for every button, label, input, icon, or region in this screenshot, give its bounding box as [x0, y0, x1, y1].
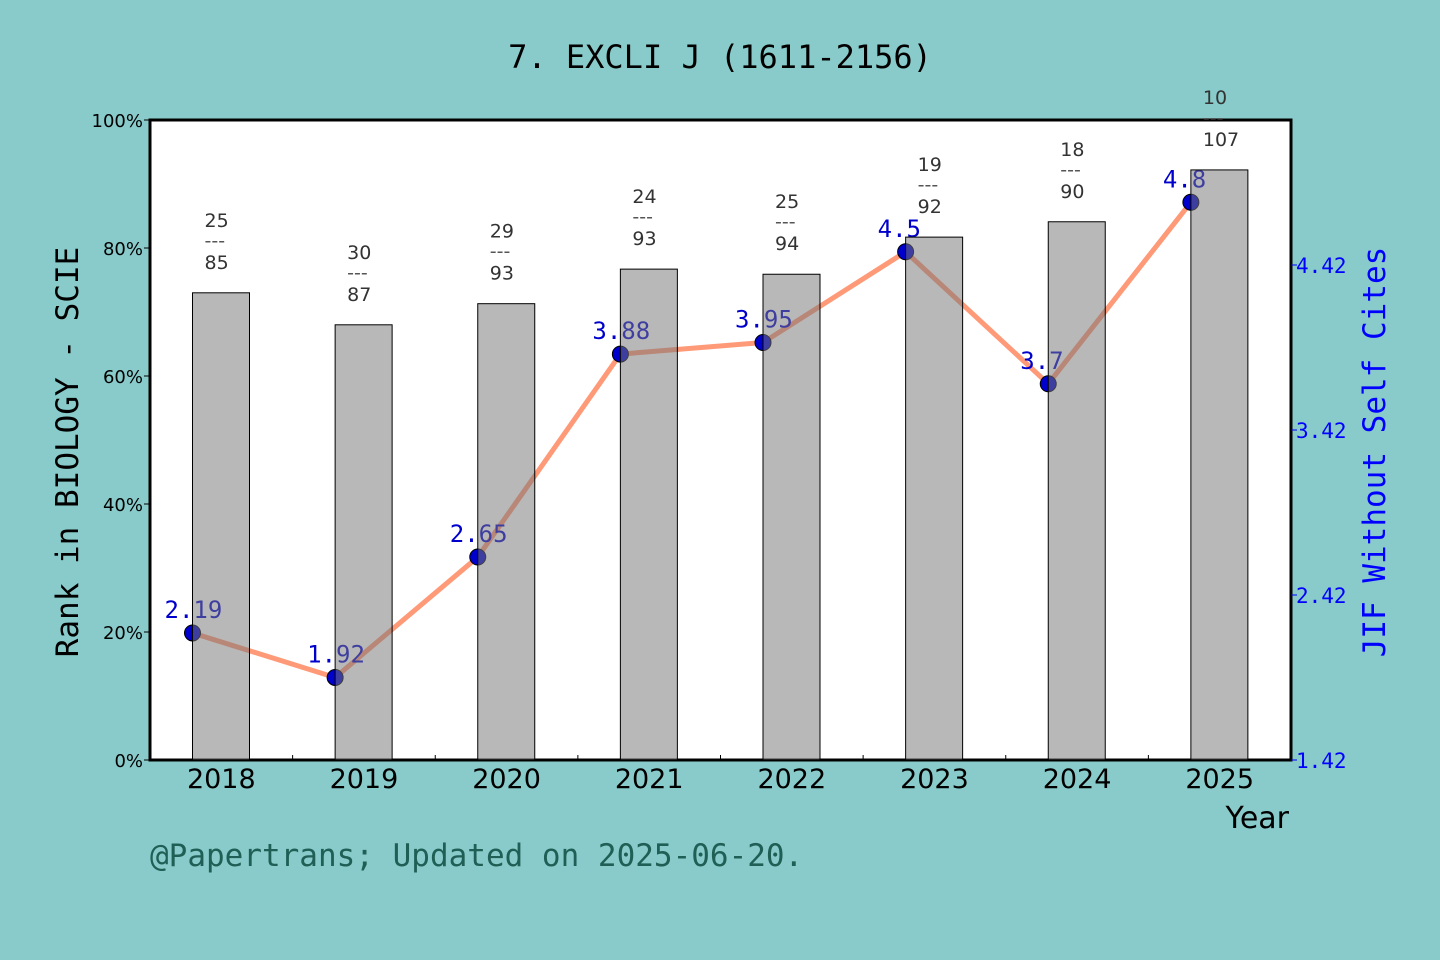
rank-label: 24 [632, 186, 656, 208]
total-label: 87 [347, 284, 371, 306]
footer-note: @Papertrans; Updated on 2025-06-20. [150, 838, 803, 874]
rank-divider: --- [632, 206, 653, 228]
rank-label: 30 [347, 242, 371, 264]
rank-bar [477, 303, 536, 761]
rank-bar [334, 324, 393, 761]
chart-title: 7. EXCLI J (1611-2156) [508, 38, 932, 76]
x-tick-label: 2024 [1043, 764, 1112, 795]
rank-label: 25 [205, 210, 229, 232]
rank-label: 29 [490, 221, 514, 243]
rank-label: 18 [1060, 139, 1084, 161]
y2-tick-label: 3.42 [1296, 419, 1347, 443]
total-label: 93 [490, 263, 514, 285]
y-axis-label: Rank in BIOLOGY - SCIE [50, 247, 86, 658]
y-tick-label: 0% [114, 751, 143, 772]
rank-bar [1047, 221, 1106, 761]
x-tick-label: 2022 [757, 764, 826, 795]
rank-bar [1190, 169, 1249, 761]
rank-label: 19 [918, 154, 942, 176]
y2-tick-label: 1.42 [1296, 749, 1347, 773]
total-label: 107 [1203, 129, 1239, 151]
x-axis-label: Year [1224, 801, 1289, 836]
y-tick-label: 60% [103, 367, 143, 388]
rank-bar [905, 236, 964, 761]
rank-divider: --- [918, 174, 939, 196]
y-tick-label: 80% [103, 239, 143, 260]
x-tick-label: 2025 [1185, 764, 1254, 795]
rank-divider: --- [205, 230, 226, 252]
rank-bar [192, 292, 250, 761]
total-label: 92 [918, 196, 942, 218]
x-tick-label: 2021 [615, 764, 684, 795]
total-label: 85 [205, 252, 229, 274]
x-tick-label: 2023 [900, 764, 969, 795]
rank-label: 25 [775, 191, 799, 213]
total-label: 90 [1060, 181, 1084, 203]
rank-bar [762, 273, 821, 761]
total-label: 94 [775, 233, 799, 255]
rank-divider: --- [490, 241, 511, 263]
total-label: 93 [632, 228, 656, 250]
rank-divider: --- [1203, 107, 1224, 129]
y2-tick-label: 4.42 [1296, 254, 1347, 278]
y-tick-label: 100% [92, 111, 143, 132]
rank-divider: --- [347, 262, 368, 284]
y-tick-label: 20% [103, 623, 143, 644]
rank-divider: --- [775, 211, 796, 233]
y2-axis-label: JIF Without Self Cites [1357, 247, 1393, 658]
x-tick-label: 2020 [472, 764, 541, 795]
y2-tick-label: 2.42 [1296, 584, 1347, 608]
rank-bar [619, 268, 678, 761]
rank-label: 10 [1203, 87, 1227, 109]
x-tick-label: 2018 [187, 764, 256, 795]
y-tick-label: 40% [103, 495, 143, 516]
x-tick-label: 2019 [330, 764, 399, 795]
rank-divider: --- [1060, 159, 1081, 181]
